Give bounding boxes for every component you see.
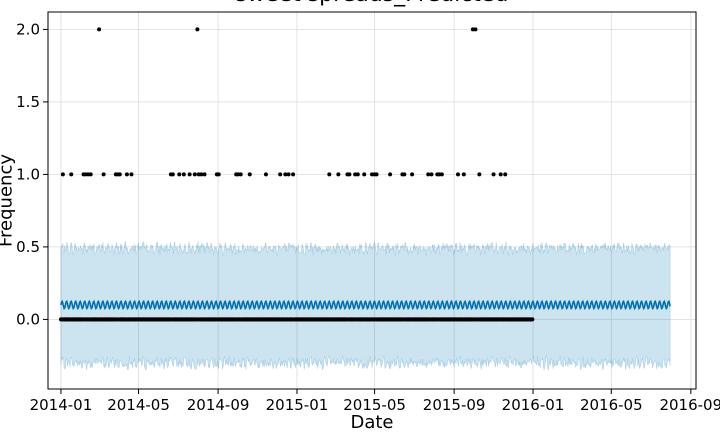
x-tick-label: 2014-05 bbox=[107, 396, 170, 414]
observed-point bbox=[278, 172, 283, 177]
observed-point bbox=[491, 172, 496, 177]
observed-point bbox=[473, 27, 478, 32]
forecast-line-group bbox=[60, 299, 671, 310]
observed-point bbox=[181, 172, 186, 177]
x-tick-label: 2016-01 bbox=[502, 396, 565, 414]
observed-point bbox=[170, 172, 175, 177]
observed-point bbox=[69, 172, 74, 177]
uncertainty-band-area bbox=[60, 240, 671, 371]
observed-point bbox=[426, 172, 431, 177]
y-tick-label: 2.0 bbox=[16, 20, 40, 38]
observed-point bbox=[195, 27, 200, 32]
observed-point bbox=[216, 172, 221, 177]
observed-point bbox=[456, 172, 461, 177]
observed-point bbox=[477, 172, 482, 177]
y-tick-label: 0.0 bbox=[16, 310, 40, 328]
observed-point bbox=[429, 172, 434, 177]
observed-point bbox=[101, 172, 106, 177]
observed-point bbox=[286, 172, 291, 177]
observed-point bbox=[498, 172, 503, 177]
observed-point bbox=[355, 172, 360, 177]
observed-point bbox=[388, 172, 393, 177]
observed-point bbox=[124, 172, 129, 177]
y-axis-label: Frequency bbox=[0, 154, 17, 247]
observed-point bbox=[177, 172, 182, 177]
observed-point bbox=[88, 172, 93, 177]
observed-point bbox=[347, 172, 352, 177]
x-tick-label: 2015-05 bbox=[343, 396, 406, 414]
observed-point bbox=[97, 27, 102, 32]
x-tick-label: 2014-01 bbox=[30, 396, 93, 414]
observed-point bbox=[247, 172, 252, 177]
y-axis-ticks: 0.0 0.5 1.0 1.5 2.0 bbox=[16, 20, 48, 328]
observed-points bbox=[58, 27, 535, 322]
observed-point bbox=[410, 172, 415, 177]
x-tick-label: 2016-09 bbox=[659, 396, 720, 414]
observed-point bbox=[374, 172, 379, 177]
x-tick-label: 2015-01 bbox=[266, 396, 329, 414]
observed-point bbox=[192, 172, 197, 177]
observed-point bbox=[362, 172, 367, 177]
chart-title: sweet spreads_Predicted bbox=[48, 0, 696, 8]
observed-point bbox=[199, 172, 204, 177]
y-tick-label: 1.5 bbox=[16, 93, 40, 111]
observed-point bbox=[60, 172, 65, 177]
x-axis-ticks: 2014-01 2014-05 2014-09 2015-01 2015-05 2015-… bbox=[30, 389, 720, 414]
observed-point bbox=[336, 172, 341, 177]
observed-point bbox=[202, 172, 207, 177]
y-tick-label: 1.0 bbox=[16, 165, 40, 183]
observed-point bbox=[503, 172, 508, 177]
grid bbox=[48, 12, 696, 389]
y-tick-label: 0.5 bbox=[16, 238, 40, 256]
observed-point bbox=[291, 172, 296, 177]
observed-point bbox=[283, 172, 288, 177]
observed-point bbox=[327, 172, 332, 177]
x-tick-label: 2016-05 bbox=[580, 396, 643, 414]
observed-point bbox=[530, 317, 535, 322]
uncertainty-band bbox=[60, 240, 671, 371]
observed-point bbox=[117, 172, 122, 177]
observed-point bbox=[461, 172, 466, 177]
observed-point bbox=[187, 172, 192, 177]
x-axis-label: Date bbox=[350, 412, 394, 433]
observed-point bbox=[238, 172, 243, 177]
observed-point bbox=[402, 172, 407, 177]
plot-frame bbox=[47, 11, 697, 390]
observed-point bbox=[263, 172, 268, 177]
forecast-line bbox=[60, 299, 671, 310]
observed-point bbox=[129, 172, 134, 177]
observed-point bbox=[439, 172, 444, 177]
x-tick-label: 2015-09 bbox=[423, 396, 486, 414]
x-tick-label: 2014-09 bbox=[187, 396, 250, 414]
